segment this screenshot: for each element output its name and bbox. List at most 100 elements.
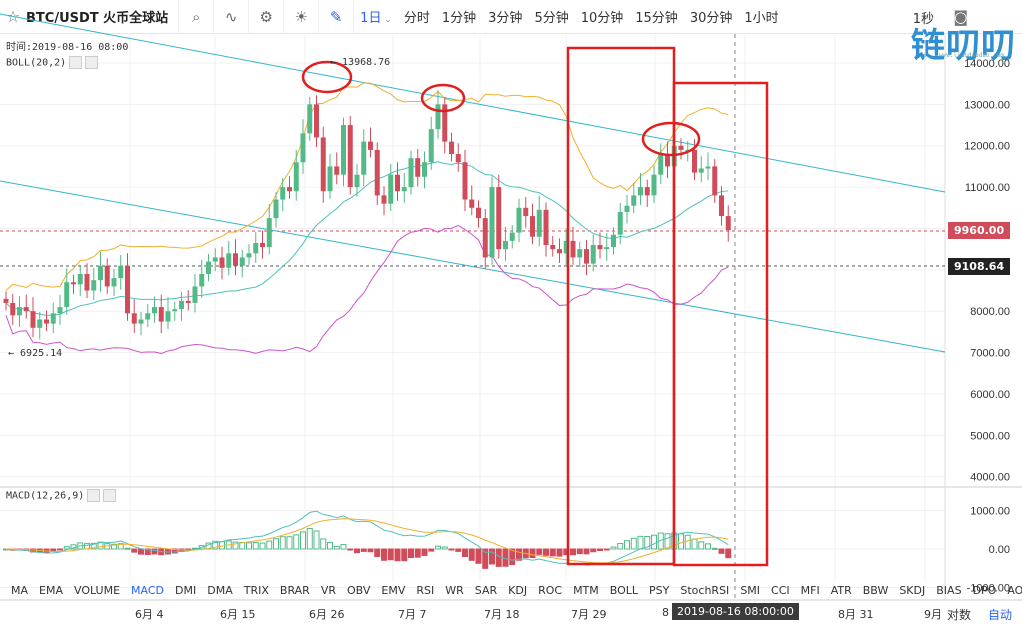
candle-body: [523, 207, 529, 217]
sun-theme-icon[interactable]: ☀: [283, 0, 318, 34]
gear-icon[interactable]: ⚙: [248, 0, 283, 34]
macd-histogram-bar: [678, 533, 684, 550]
search-icon[interactable]: ⌕: [178, 0, 213, 34]
macd-histogram-bar: [590, 548, 597, 553]
indicator-tab-brar[interactable]: BRAR: [279, 584, 310, 597]
indicator-tab-mtm[interactable]: MTM: [573, 584, 599, 597]
boll-upper-band: [5, 82, 729, 291]
candle-body: [530, 216, 535, 237]
indicator-tab-mfi[interactable]: MFI: [800, 584, 820, 597]
candle-body: [476, 207, 481, 219]
price-axis-label: 7000.00: [970, 348, 1010, 360]
candle-body: [577, 249, 583, 258]
close-icon[interactable]: [103, 489, 117, 502]
indicator-tab-macd[interactable]: MACD: [131, 584, 165, 597]
close-icon[interactable]: [85, 56, 99, 69]
legend-boll: BOLL(20,2): [6, 56, 99, 69]
macd-histogram-bar: [273, 538, 279, 550]
indicator-tab-bias[interactable]: BIAS: [936, 584, 962, 597]
candle-body: [239, 257, 245, 266]
candle-body: [37, 319, 43, 328]
eye-icon[interactable]: [69, 56, 83, 69]
candle-body: [314, 104, 319, 138]
indicator-tab-wr[interactable]: WR: [445, 584, 464, 597]
macd-histogram-bar: [489, 548, 495, 565]
indicator-tab-sar[interactable]: SAR: [474, 584, 498, 597]
candle-body: [172, 309, 178, 312]
macd-histogram-bar: [286, 536, 293, 550]
indicator-chart-icon[interactable]: ∿: [213, 0, 248, 34]
candle-body: [381, 195, 387, 204]
chevron-down-icon: ⌄: [381, 15, 392, 25]
candle-body: [651, 174, 657, 196]
interval-item[interactable]: 分时: [403, 11, 430, 26]
macd-histogram-bar: [90, 542, 97, 550]
pencil-icon[interactable]: ✎: [318, 0, 353, 34]
indicator-tab-rsi[interactable]: RSI: [416, 584, 435, 597]
indicator-tab-emv[interactable]: EMV: [381, 584, 406, 597]
candle-body: [347, 125, 353, 188]
interval-item[interactable]: 1小时: [744, 11, 779, 26]
interval-item[interactable]: 3分钟: [488, 11, 523, 26]
candle-body: [145, 313, 151, 320]
indicator-tab-trix[interactable]: TRIX: [243, 584, 269, 597]
indicator-tab-stochrsi[interactable]: StochRSI: [680, 584, 730, 597]
interval-1s[interactable]: 1秒: [912, 12, 934, 27]
indicator-tab-dmi[interactable]: DMI: [175, 584, 197, 597]
indicator-tab-ema[interactable]: EMA: [39, 584, 63, 597]
indicator-tab-psy[interactable]: PSY: [649, 584, 670, 597]
candle-body: [91, 280, 97, 291]
indicator-tab-bbw[interactable]: BBW: [862, 584, 889, 597]
interval-item[interactable]: 30分钟: [689, 11, 733, 26]
candle-body: [719, 195, 724, 217]
price-axis-label: 13000.00: [964, 99, 1010, 111]
macd-histogram-bar: [124, 547, 131, 550]
macd-histogram-bar: [320, 538, 327, 550]
candle-body: [658, 154, 664, 175]
indicator-tab-skdj[interactable]: SKDJ: [899, 584, 926, 597]
indicator-tab-boll[interactable]: BOLL: [609, 584, 639, 597]
indicator-tab-dpo[interactable]: DPO: [972, 584, 997, 597]
auto-scale-toggle[interactable]: 自动: [988, 608, 1013, 622]
candle-body: [712, 166, 718, 196]
interval-1d[interactable]: 1日 ⌄: [360, 11, 392, 26]
candle-body: [3, 298, 9, 303]
legend-time: 时间:2019-08-16 08:00: [6, 42, 129, 53]
macd-histogram-bar: [644, 535, 651, 550]
macd-histogram-bar: [387, 548, 394, 561]
log-scale-toggle[interactable]: 对数: [947, 608, 972, 622]
indicator-tab-ao[interactable]: AO: [1007, 584, 1022, 597]
indicator-tab-roc[interactable]: ROC: [538, 584, 563, 597]
indicator-tab-obv[interactable]: OBV: [347, 584, 371, 597]
macd-dea-line: [5, 518, 729, 564]
macd-histogram-bar: [495, 548, 502, 567]
macd-histogram-bar: [333, 545, 340, 550]
indicator-tab-smi[interactable]: SMI: [740, 584, 761, 597]
interval-item[interactable]: 1分钟: [441, 11, 477, 26]
indicator-tab-cci[interactable]: CCI: [771, 584, 790, 597]
price-axis-label: 4000.00: [970, 472, 1010, 484]
candle-body: [185, 300, 191, 303]
candle-body: [678, 145, 684, 150]
eye-icon[interactable]: [87, 489, 101, 502]
candle-body: [125, 265, 130, 314]
indicator-tab-vr[interactable]: VR: [320, 584, 336, 597]
macd-histogram-bar: [252, 541, 259, 550]
candle-body: [482, 218, 488, 258]
indicator-tab-dma[interactable]: DMA: [207, 584, 233, 597]
macd-histogram-bar: [111, 543, 117, 550]
macd-histogram-bar: [259, 542, 266, 550]
interval-item[interactable]: 5分钟: [534, 11, 569, 26]
camera-icon[interactable]: ◙: [953, 8, 968, 26]
indicator-tab-atr[interactable]: ATR: [830, 584, 852, 597]
indicator-tab-ma[interactable]: MA: [11, 584, 29, 597]
interval-item[interactable]: 15分钟: [635, 11, 678, 26]
time-label: 7月 7: [398, 608, 427, 621]
candle-body: [496, 187, 502, 250]
indicator-tab-volume[interactable]: VOLUME: [73, 584, 121, 597]
interval-item[interactable]: 10分钟: [580, 11, 624, 26]
symbol-title[interactable]: BTC/USDT 火币全球站: [26, 11, 169, 26]
indicator-tab-kdj[interactable]: KDJ: [508, 584, 528, 597]
candle-body: [422, 162, 427, 177]
